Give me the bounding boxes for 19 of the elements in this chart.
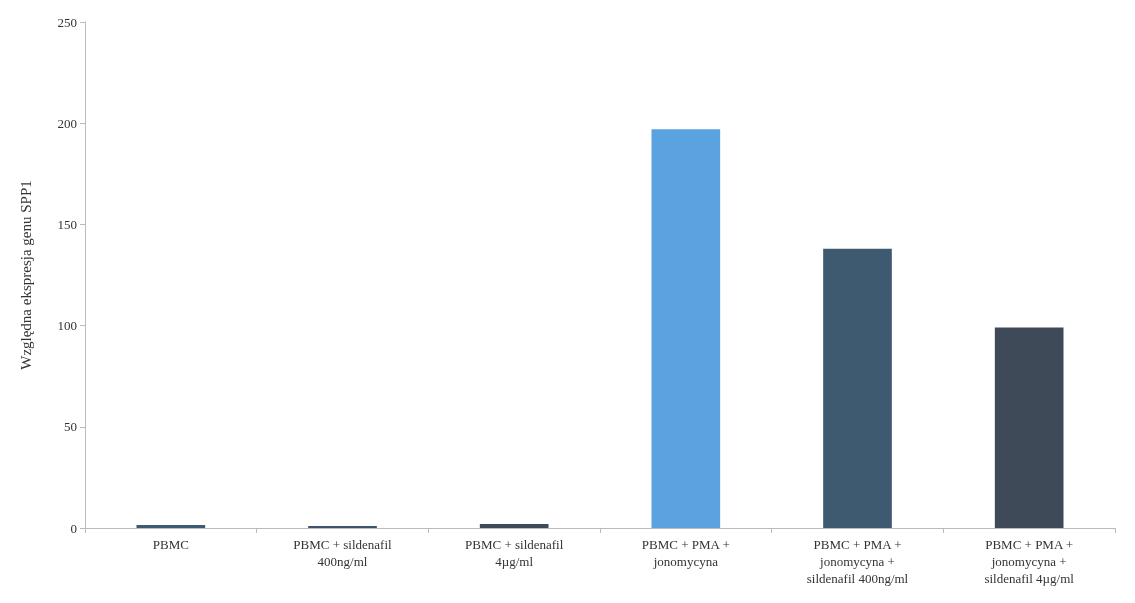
bar [994,327,1064,528]
x-tick-label: PBMC + PMA + jonomycyna + sildenafil 4µg/ml [984,537,1075,586]
bar [136,524,206,528]
x-tick-label: PBMC + PMA + jonomycyna [641,537,730,569]
x-tick-label: PBMC [152,537,189,552]
bar [479,523,549,528]
bar [651,129,721,528]
x-tick-label: PBMC + sildenafil 4µg/ml [464,537,564,569]
y-tick-label: 50 [64,419,77,435]
y-axis-title: Względna ekspresja genu SPP1 [17,180,34,370]
bar [823,248,892,528]
y-tick-label: 100 [57,318,77,334]
y-tick-label: 150 [57,216,77,232]
x-tick-label: PBMC + PMA + jonomycyna + sildenafil 400ng/ml [806,537,909,586]
y-tick-label: 200 [57,115,77,131]
y-tick-label: 0 [70,520,77,536]
bar [308,525,377,528]
y-tick-label: 250 [57,14,77,30]
x-tick-label: PBMC + sildenafil 400ng/ml [293,537,393,569]
